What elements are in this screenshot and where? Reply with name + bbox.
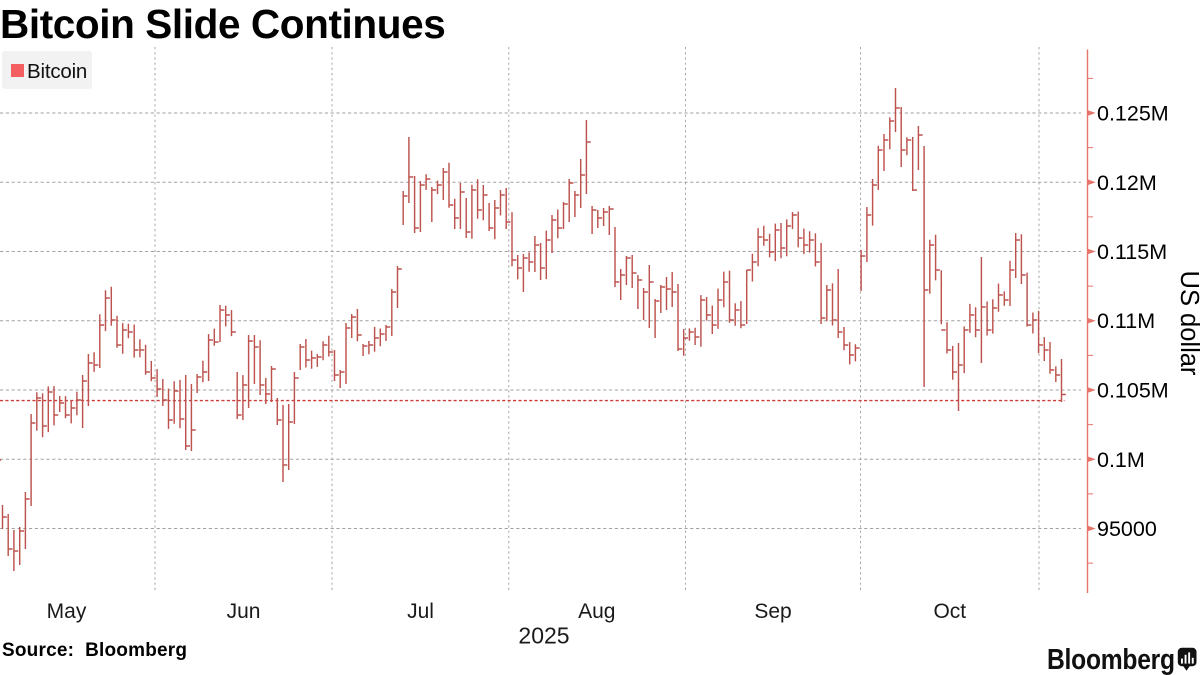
svg-text:95000: 95000: [1097, 517, 1157, 541]
svg-text:0.1M: 0.1M: [1097, 448, 1145, 472]
svg-text:Sep: Sep: [754, 600, 791, 623]
svg-text:0.12M: 0.12M: [1097, 171, 1157, 195]
svg-text:Oct: Oct: [933, 600, 966, 623]
svg-text:May: May: [47, 600, 87, 623]
svg-text:0.11M: 0.11M: [1097, 309, 1155, 333]
svg-text:US dollar: US dollar: [1175, 271, 1200, 376]
svg-text:0.105M: 0.105M: [1097, 379, 1169, 403]
svg-text:2025: 2025: [518, 623, 569, 649]
svg-text:Jul: Jul: [407, 600, 434, 623]
svg-text:Jun: Jun: [227, 600, 261, 623]
svg-text:0.115M: 0.115M: [1097, 240, 1167, 264]
svg-text:0.125M: 0.125M: [1097, 102, 1169, 126]
svg-text:Aug: Aug: [578, 600, 615, 623]
